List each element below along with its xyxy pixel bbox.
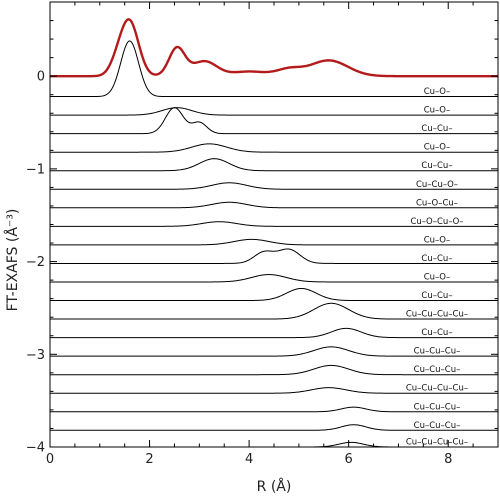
y-tick-label--4: −4: [26, 441, 45, 456]
x-axis-title: R (Å): [257, 478, 292, 495]
path-curve-11: [50, 274, 498, 283]
path-curve-15: [50, 346, 498, 357]
x-tick-label-8: 8: [444, 452, 452, 467]
path-label-12: Cu–Cu–: [421, 291, 452, 301]
path-label-3: Cu–Cu–: [421, 124, 452, 134]
path-curve-1: [50, 40, 498, 98]
path-label-19: Cu–Cu–Cu–: [414, 421, 461, 431]
path-curve-14: [50, 327, 498, 339]
path-label-5: Cu–Cu–: [421, 161, 452, 171]
path-label-9: Cu–O–: [424, 235, 451, 245]
path-curve-4: [50, 143, 498, 153]
path-label-13: Cu–Cu–Cu–Cu–: [406, 310, 468, 320]
path-label-18: Cu–Cu–Cu–: [414, 402, 461, 412]
path-curve-18: [50, 406, 498, 413]
path-curve-3: [50, 107, 498, 135]
path-label-10: Cu–Cu–: [421, 254, 452, 264]
y-axis-title: FT-EXAFS (Å⁻³): [4, 209, 21, 312]
x-tick-label-0: 0: [46, 452, 54, 467]
y-tick-label--3: −3: [26, 348, 45, 363]
y-tick-label--2: −2: [26, 255, 45, 270]
path-label-11: Cu–O–: [424, 273, 451, 283]
path-curve-16: [50, 364, 498, 376]
path-curve-13: [50, 302, 498, 320]
path-curve-12: [50, 287, 498, 302]
path-label-16: Cu–Cu–Cu–: [414, 365, 461, 375]
path-label-14: Cu–Cu–: [421, 328, 452, 338]
path-label-7: Cu–O–Cu–: [416, 198, 458, 208]
path-label-20: Cu–Cu–Cu–Cu–: [406, 438, 468, 448]
path-label-6: Cu–Cu–O–: [416, 180, 458, 190]
path-curve-9: [50, 238, 498, 246]
y-tick-label-0: 0: [37, 70, 45, 85]
path-label-17: Cu–Cu–Cu–Cu–: [406, 384, 468, 394]
x-tick-label-4: 4: [245, 452, 253, 467]
path-curve-5: [50, 158, 498, 172]
path-curve-7: [50, 201, 498, 209]
x-tick-label-6: 6: [345, 452, 353, 467]
axes: 0 2 4 6 8 0 −1 −2 −3 −4: [26, 1, 499, 467]
x-tick-label-2: 2: [145, 452, 153, 467]
path-curve-8: [50, 221, 498, 227]
experimental-curve: [50, 18, 498, 78]
curves: [50, 18, 498, 447]
path-curve-17: [50, 387, 498, 394]
path-curve-2: [50, 107, 498, 116]
path-label-15: Cu–Cu–Cu–: [414, 347, 461, 357]
path-label-8: Cu–O–Cu–O–: [410, 217, 463, 227]
path-label-2: Cu–O–: [424, 106, 451, 116]
path-labels: Cu–O–Cu–O–Cu–Cu–Cu–O–Cu–Cu–Cu–Cu–O–Cu–O–…: [406, 87, 468, 447]
path-curve-19: [50, 424, 498, 431]
path-curve-10: [50, 248, 498, 264]
path-label-4: Cu–O–: [424, 143, 451, 153]
path-label-1: Cu–O–: [424, 87, 451, 97]
y-tick-label--1: −1: [26, 162, 45, 177]
path-curve-6: [50, 182, 498, 190]
